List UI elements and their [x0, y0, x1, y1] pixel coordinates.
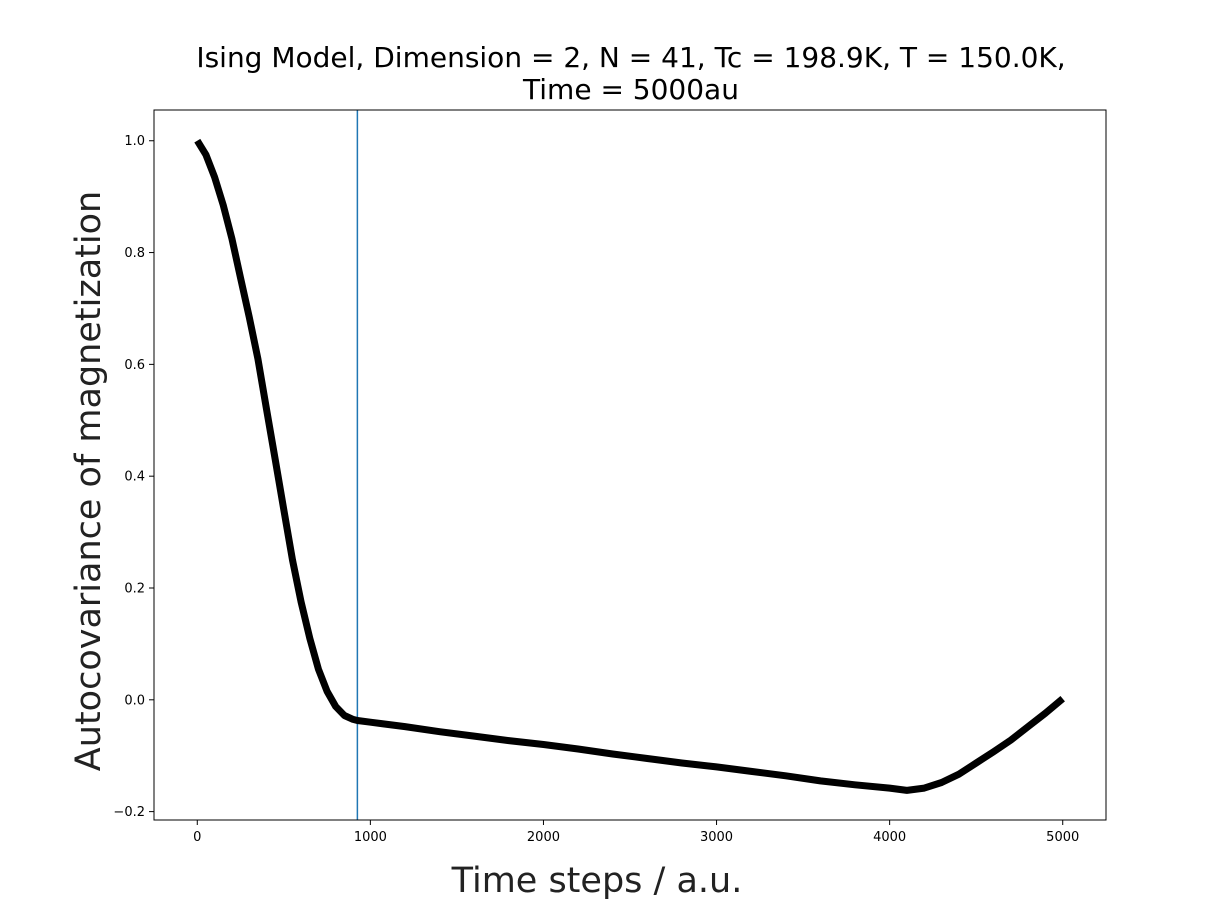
y-tick-label: 1.0	[124, 134, 145, 149]
x-tick-label: 0	[193, 830, 201, 845]
x-tick-label: 1000	[354, 830, 387, 845]
y-tick-label: 0.2	[124, 581, 145, 596]
x-tick-label: 2000	[527, 830, 560, 845]
series-line-0	[194, 138, 1065, 794]
y-axis-label: Autocovariance of magnetization	[69, 191, 109, 771]
y-axis-ticks: −0.2 0.0 0.2 0.4 0.6 0.8 1.0	[113, 134, 154, 820]
y-tick-label: −0.2	[113, 805, 145, 820]
x-tick-label: 3000	[700, 830, 733, 845]
y-tick-label: 0.0	[124, 693, 145, 708]
y-tick-label: 0.8	[124, 246, 145, 261]
x-tick-label: 5000	[1046, 830, 1079, 845]
plot-area	[194, 110, 1065, 820]
y-tick-label: 0.6	[124, 358, 145, 373]
chart-title-line-2: Time = 5000au	[522, 73, 739, 106]
chart-title-line-1: Ising Model, Dimension = 2, N = 41, Tc =…	[196, 41, 1065, 74]
y-tick-label: 0.4	[124, 470, 145, 485]
x-tick-label: 4000	[873, 830, 906, 845]
plot-frame	[153, 109, 1107, 821]
x-axis-ticks: 0 1000 2000 3000 4000 5000	[193, 820, 1079, 845]
x-axis-label: Time steps / a.u.	[451, 861, 743, 901]
